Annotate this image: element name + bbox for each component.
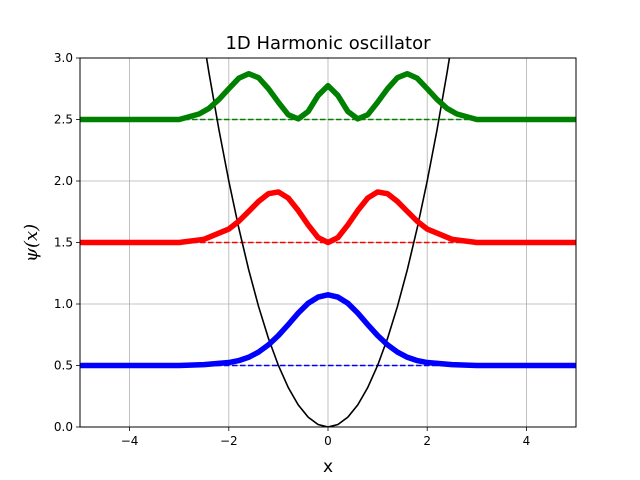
potential-curve-group bbox=[205, 58, 451, 427]
y-tick-label: 2.5 bbox=[54, 113, 73, 127]
x-ticks: −4 −2 0 2 4 bbox=[121, 427, 530, 448]
y-tick-label: 2.0 bbox=[54, 174, 73, 188]
x-axis-label: x bbox=[323, 457, 333, 477]
x-tick-label: −4 bbox=[121, 434, 139, 448]
x-tick-label: −2 bbox=[220, 434, 238, 448]
y-tick-label: 1.5 bbox=[54, 236, 73, 250]
potential-curve bbox=[205, 58, 451, 427]
x-tick-label: 0 bbox=[324, 434, 332, 448]
y-tick-label: 0.0 bbox=[54, 420, 73, 434]
y-axis-label: ψ(x) bbox=[21, 224, 42, 262]
y-tick-label: 0.5 bbox=[54, 359, 73, 373]
y-tick-label: 3.0 bbox=[54, 51, 73, 65]
wavefunction-line-2 bbox=[80, 70, 576, 123]
y-tick-label: 1.0 bbox=[54, 297, 73, 311]
wavefunction-line-1 bbox=[80, 189, 576, 246]
y-ticks: 0.0 0.5 1.0 1.5 2.0 2.5 3.0 bbox=[54, 51, 80, 434]
wavefunction-series bbox=[80, 70, 576, 369]
x-tick-label: 2 bbox=[423, 434, 431, 448]
chart-title: 1D Harmonic oscillator bbox=[225, 33, 431, 54]
wavefunction-line-0 bbox=[80, 292, 576, 369]
x-tick-label: 4 bbox=[523, 434, 531, 448]
